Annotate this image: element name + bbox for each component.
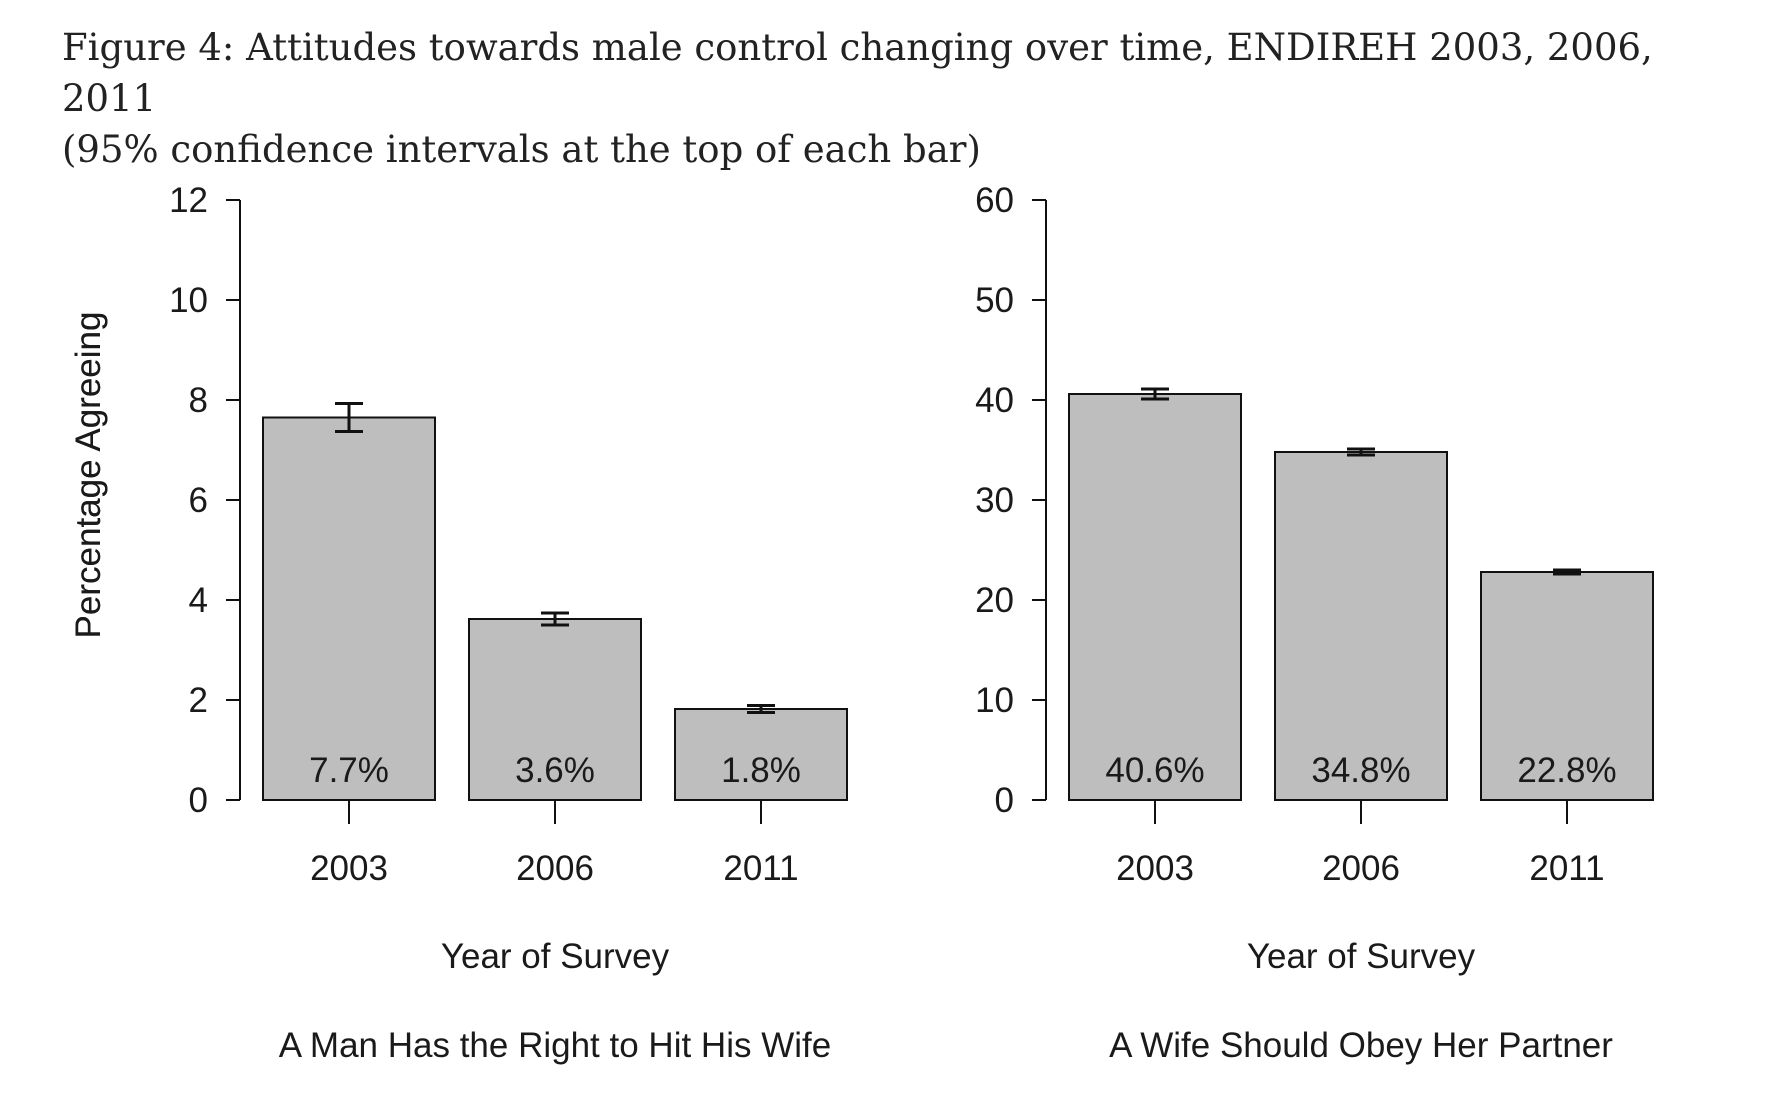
chart-2-y-tick-label: 30 <box>975 481 1014 520</box>
chart-1-bar-2003 <box>262 416 436 801</box>
chart-2-x-axis-label: Year of Survey <box>1247 937 1476 976</box>
chart-1-y-tick-label: 6 <box>189 481 208 520</box>
chart-1-data-label: 1.8% <box>721 751 801 790</box>
chart-1-x-tick-label: 2006 <box>516 849 594 888</box>
chart-2-y-tick-label: 0 <box>995 781 1014 820</box>
chart-2-bar-2006 <box>1274 451 1448 801</box>
chart-2-x-tick-label: 2006 <box>1322 849 1400 888</box>
chart-1-y-tick-label: 12 <box>169 181 208 220</box>
chart-2-y-tick-label: 10 <box>975 681 1014 720</box>
chart-2-x-tick-label: 2011 <box>1529 849 1604 888</box>
chart-2-x-tick-label: 2003 <box>1116 849 1194 888</box>
chart-1-data-label: 3.6% <box>515 751 595 790</box>
chart-1-y-tick-label: 2 <box>189 681 208 720</box>
chart-2-y-axis-label: Percentage Agreeing <box>69 312 108 639</box>
chart-2-panel-title: A Wife Should Obey Her Partner <box>1109 1026 1613 1065</box>
chart-2-y-tick-label: 60 <box>975 181 1014 220</box>
chart-1-y-tick-label: 8 <box>189 381 208 420</box>
chart-2-y-tick-label: 50 <box>975 281 1014 320</box>
chart-1-bar-2006 <box>468 618 642 801</box>
chart-1-y-tick-label: 10 <box>169 281 208 320</box>
chart-1-data-label: 7.7% <box>309 751 389 790</box>
chart-2-bar-2003 <box>1068 393 1242 801</box>
chart-left: 0 2 4 6 8 10 12 Percentage Agreeing 7.7% 2003 3.6%… <box>69 181 848 1065</box>
chart-1-x-tick-label: 2011 <box>723 849 798 888</box>
figure-caption: Figure 4: Attitudes towards male control… <box>62 22 1742 175</box>
chart-2-y-tick-label: 40 <box>975 381 1014 420</box>
chart-1-panel-title: A Man Has the Right to Hit His Wife <box>279 1026 831 1065</box>
chart-1-y-tick-label: 0 <box>189 781 208 820</box>
chart-1-y-axis-label: Percentage Agreeing <box>69 312 108 639</box>
chart-1-x-tick-label: 2003 <box>310 849 388 888</box>
chart-2-bar-2011 <box>1480 571 1654 801</box>
chart-1-y-tick-label: 4 <box>189 581 208 620</box>
chart-2-data-label: 34.8% <box>1311 751 1410 790</box>
chart-2-data-label: 22.8% <box>1517 751 1616 790</box>
chart-2-data-label: 40.6% <box>1105 751 1204 790</box>
caption-line-1: Figure 4: Attitudes towards male control… <box>62 26 1653 120</box>
chart-2-y-tick-label: 20 <box>975 581 1014 620</box>
chart-1-x-axis-label: Year of Survey <box>441 937 670 976</box>
caption-line-2: (95% confidence intervals at the top of … <box>62 128 981 171</box>
